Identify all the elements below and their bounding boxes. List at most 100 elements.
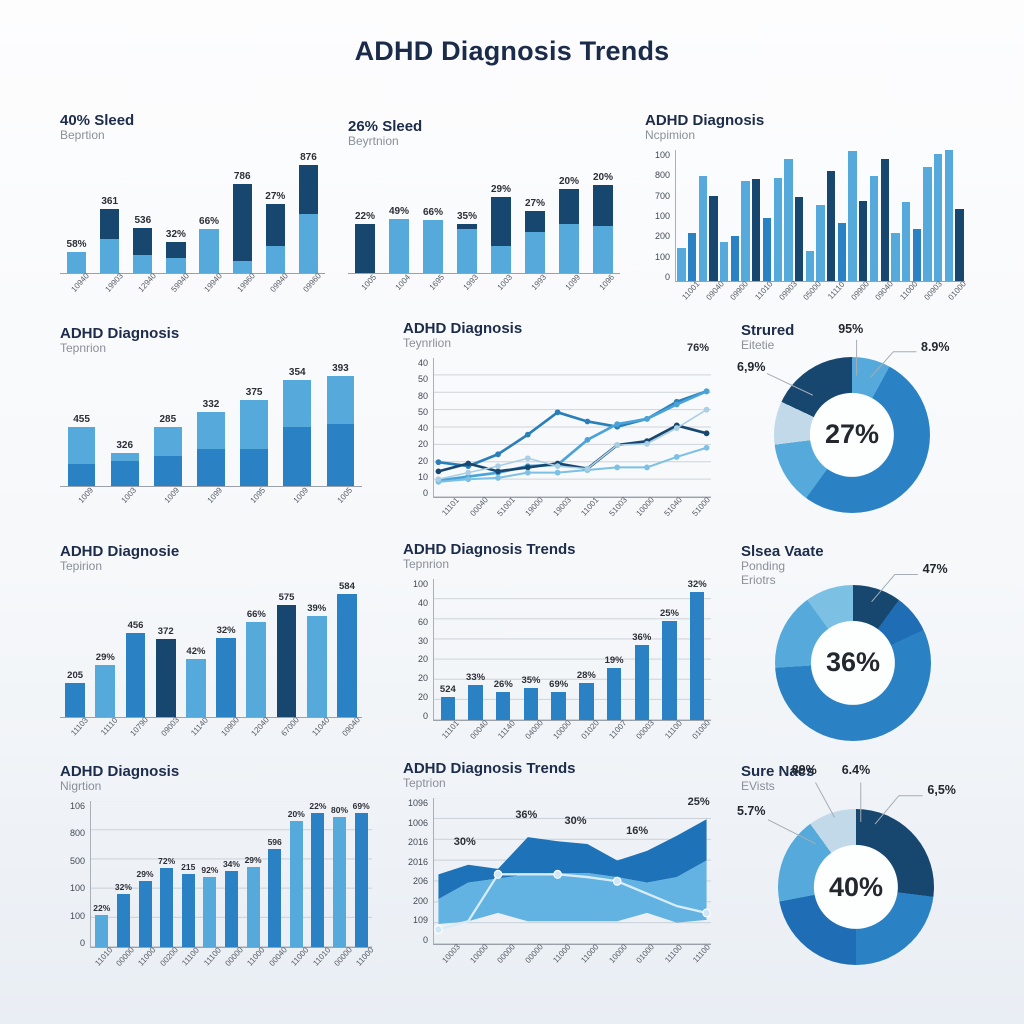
y-tick-label: 100 xyxy=(654,210,670,221)
bar-stack xyxy=(687,232,697,281)
bar-segment xyxy=(490,196,512,247)
bar-segment xyxy=(869,176,879,281)
bar-stack xyxy=(592,185,614,273)
y-tick-label: 20 xyxy=(417,439,428,450)
bar-segment xyxy=(496,691,511,720)
chart-header: ADHD Diagnosis Trends Tepnrion xyxy=(403,541,711,579)
data-point xyxy=(673,454,680,460)
data-point xyxy=(554,469,561,476)
leader-line xyxy=(816,783,835,818)
bar-segment xyxy=(224,871,238,947)
chart-row4-right-donut: Sure Nacs EVists 40% 6.4% 6,5% 89% 5.7% xyxy=(737,763,975,981)
bar: 536 xyxy=(126,150,159,273)
x-tick-label: 11000 xyxy=(285,946,310,978)
x-tick-label: 1695 xyxy=(416,273,450,304)
bar-chart-body: 58% 361 536 32% 66% 786 27% 876 10940 19903 12940 5… xyxy=(60,150,325,304)
chart-title: ADHD Diagnosis xyxy=(60,763,180,780)
bar xyxy=(762,150,773,281)
x-tick-text: 1009 xyxy=(162,485,182,505)
x-tick-label: 10900 xyxy=(211,715,241,748)
data-point xyxy=(554,409,561,416)
bar-stack xyxy=(326,376,355,486)
bar-segment xyxy=(490,246,512,273)
bar-value-label: 39% xyxy=(307,603,327,615)
x-tick-text: 10000 xyxy=(551,718,573,741)
bar: 361 xyxy=(93,150,126,273)
x-tick-text: 19000 xyxy=(523,495,546,518)
bar-stack xyxy=(246,621,267,717)
x-tick-label: 11000 xyxy=(241,946,267,978)
y-tick-label: 200 xyxy=(412,895,428,906)
bar: 375 xyxy=(233,363,276,486)
bar-segment xyxy=(944,150,954,281)
y-axis-labels: 106 800 500 100 100 0 xyxy=(60,801,90,948)
x-tick-label: 11110 xyxy=(820,280,846,312)
bar-stack xyxy=(662,621,677,720)
data-point xyxy=(524,464,531,471)
x-tick-text: 1005 xyxy=(359,272,379,292)
x-tick-text: 09003 xyxy=(158,715,181,738)
bar-stack xyxy=(689,592,705,720)
x-tick-text: 1009 xyxy=(291,485,311,505)
x-tick-label: 09900 xyxy=(844,279,872,312)
bar: 584 xyxy=(332,581,362,717)
x-tick-label: 67000 xyxy=(271,715,302,748)
x-tick-label: 59940 xyxy=(159,271,192,304)
data-point xyxy=(614,442,621,449)
bar-stack xyxy=(794,197,804,281)
bar: 29% xyxy=(242,801,264,947)
x-tick-label: 1096 xyxy=(586,273,620,304)
y-tick-label: 106 xyxy=(69,801,85,811)
bar-segment xyxy=(110,461,139,486)
area-annotation: 16% xyxy=(626,825,649,838)
bar-stack xyxy=(185,658,206,717)
data-point xyxy=(524,469,531,476)
axis-row: 100 40 60 30 20 20 20 0 524 33% 26% 35% 69% 28% 19% 36%… xyxy=(403,579,711,721)
bar-value-label: 584 xyxy=(339,581,355,592)
bar-chart-body: 22% 49% 66% 35% 29% 27% 20% 20% 1005 1004 1695 1993… xyxy=(348,156,620,304)
bar-segment xyxy=(240,399,268,450)
bar-value-label: 332 xyxy=(202,399,220,411)
bar-segment xyxy=(827,170,836,281)
donut-hole: 40% xyxy=(813,845,899,930)
y-tick-label: 800 xyxy=(69,828,85,839)
bar-segment xyxy=(197,412,225,450)
bar: 215 xyxy=(177,801,199,947)
bar xyxy=(676,150,687,281)
bar-stack xyxy=(125,632,146,717)
bar-value-label: 69% xyxy=(549,678,569,690)
area-plot: 30% 36% 30% 16% 25% xyxy=(433,796,711,945)
bar-stack xyxy=(944,150,954,281)
bar-segment xyxy=(265,204,285,246)
bar-segment xyxy=(67,463,96,486)
bar xyxy=(847,150,858,281)
bar-stack xyxy=(709,195,718,281)
chart-subtitle: Tepirion xyxy=(60,559,103,574)
x-tick-text: 1095 xyxy=(248,485,268,505)
leader-line xyxy=(767,373,813,395)
y-tick-label: 40 xyxy=(417,358,428,368)
bar-stack xyxy=(955,208,964,281)
x-tick-label: 01020 xyxy=(572,718,601,751)
y-tick-label: 100 xyxy=(69,883,85,894)
bar-segment xyxy=(67,426,96,464)
chart-top-right-bar: ADHD Diagnosis Ncpimion 100 800 700 100 200 100… xyxy=(645,112,968,312)
chart-title: ADHD Diagnosis Trends xyxy=(403,760,576,777)
bar xyxy=(719,150,730,281)
y-axis-labels: 100 800 700 100 200 100 0 xyxy=(645,150,675,282)
bar-stack xyxy=(65,683,86,717)
bar: 66% xyxy=(416,156,450,273)
bar xyxy=(879,150,890,281)
data-point xyxy=(614,421,621,428)
bar-stack xyxy=(496,691,511,720)
axis-row: 1096 1006 2016 2016 206 200 109 0 30% 36% 30% 16% 25… xyxy=(403,796,711,945)
x-tick-label: 11101 xyxy=(433,719,462,751)
x-tick-label: 11000 xyxy=(893,280,919,312)
x-tick-label: 11101 xyxy=(433,496,462,528)
bar-value-label: 393 xyxy=(332,363,349,374)
bar-stack xyxy=(336,594,357,717)
data-point xyxy=(495,451,501,458)
plot-svg xyxy=(434,819,711,935)
bar-stack xyxy=(197,412,225,487)
